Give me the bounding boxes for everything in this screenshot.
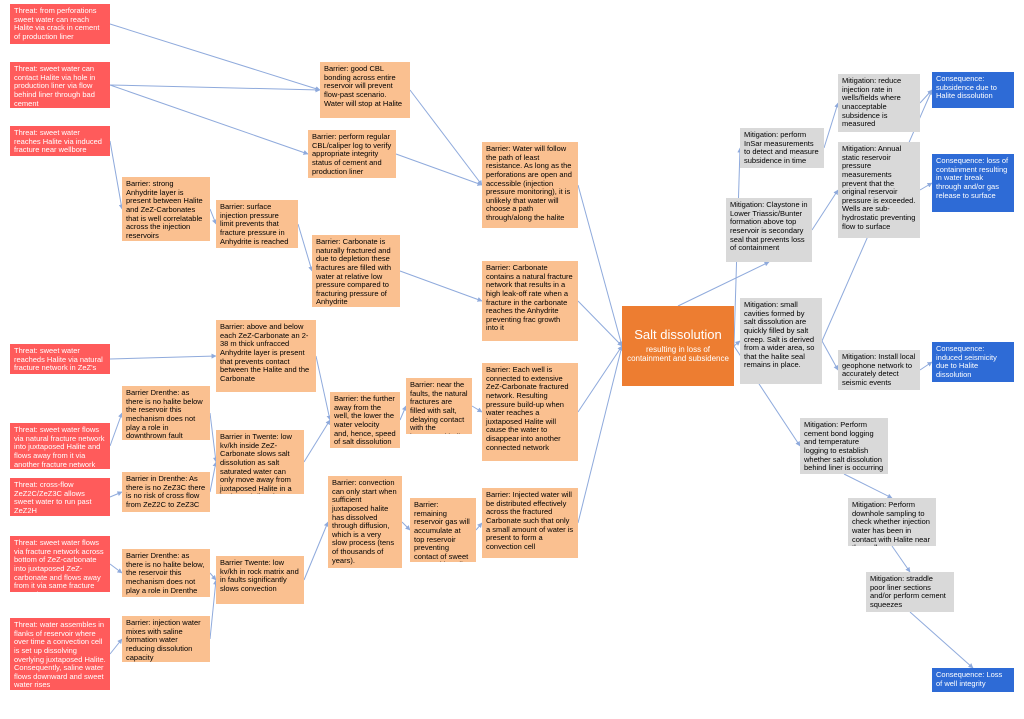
consequence-node: Consequence: induced seismicity due to H… [932, 342, 1014, 382]
barrier-node: Barrier in Drenthe: As there is no ZeZ3C… [122, 472, 210, 512]
edge [578, 185, 622, 346]
edge [316, 356, 330, 420]
edge [110, 356, 216, 359]
threat-node: Threat: sweet water can contact Halite v… [10, 62, 110, 108]
edge [110, 141, 122, 209]
edge [400, 271, 482, 301]
barrier-node: Barrier: perform regular CBL/caliper log… [308, 130, 396, 178]
edge [410, 90, 482, 185]
barrier-node: Barrier: surface injection pressure limi… [216, 200, 298, 248]
barrier-node: Barrier: good CBL bonding across entire … [320, 62, 410, 118]
barrier-node: Barrier: injection water mixes with sali… [122, 616, 210, 662]
edge [920, 362, 932, 370]
edge [110, 85, 320, 90]
threat-node: Threat: sweet water flows via natural fr… [10, 423, 110, 469]
barrier-node: Barrier: Carbonate contains a natural fr… [482, 261, 578, 341]
mitigation-node: Mitigation: Claystone in Lower Triassic/… [726, 198, 812, 262]
barrier-node: Barrier in Twente: low kv/kh inside ZeZ-… [216, 430, 304, 494]
barrier-node: Barrier: Each well is connected to exten… [482, 363, 578, 461]
edge [578, 346, 622, 523]
mitigation-node: Mitigation: Perform downhole sampling to… [848, 498, 936, 546]
edge [920, 90, 932, 103]
edge [472, 406, 482, 412]
barrier-node: Barrier: Water will follow the path of l… [482, 142, 578, 228]
barrier-node: Barrier: remaining reservoir gas will ac… [410, 498, 476, 562]
edge [304, 420, 330, 462]
consequence-node: Consequence: subsidence due to Halite di… [932, 72, 1014, 108]
consequence-node: Consequence: loss of containment resulti… [932, 154, 1014, 212]
mitigation-node: Mitigation: Annual static reservoir pres… [838, 142, 920, 238]
mitigation-node: Mitigation: straddle poor liner sections… [866, 572, 954, 612]
barrier-node: Barrier: Injected water will be distribu… [482, 488, 578, 558]
edge [110, 564, 122, 573]
mitigation-node: Mitigation: reduce injection rate in wel… [838, 74, 920, 132]
edge [402, 522, 410, 530]
edge [578, 346, 622, 412]
barrier-node: Barrier: strong Anhydrite layer is prese… [122, 177, 210, 241]
barrier-node: Barrier: the further away from the well,… [330, 392, 400, 448]
mitigation-node: Mitigation: perform InSar measurements t… [740, 128, 824, 168]
mitigation-node: Mitigation: Install local geophone netwo… [838, 350, 920, 390]
event-node: Salt dissolution resulting in loss of con… [622, 306, 734, 386]
edge [920, 183, 932, 190]
threat-node: Threat: sweet water flows via fracture n… [10, 536, 110, 592]
threat-node: Threat: water assembles in flanks of res… [10, 618, 110, 690]
barrier-node: Barrier Drenthe: as there is no halite b… [122, 386, 210, 440]
barrier-node: Barrier: above and below each ZeZ-Carbon… [216, 320, 316, 392]
edge [844, 474, 892, 498]
barrier-node: Barrier Twente: low kv/kh in rock matrix… [216, 556, 304, 604]
edge [824, 103, 838, 148]
edge [110, 413, 122, 446]
edge [396, 154, 482, 185]
event-subtitle: resulting in loss of containment and sub… [626, 345, 730, 363]
edge [298, 224, 312, 271]
edge [110, 639, 122, 654]
threat-node: Threat: cross-flow ZeZ2C/ZeZ3C allows sw… [10, 478, 110, 516]
edge [892, 546, 910, 572]
edge [822, 341, 838, 370]
threat-node: Threat: sweet water reaches Halite via i… [10, 126, 110, 156]
edge [110, 24, 320, 90]
barrier-node: Barrier Drenthe: as there is no halite b… [122, 549, 210, 597]
barrier-node: Barrier: convection can only start when … [328, 476, 402, 568]
edge [910, 612, 973, 668]
mitigation-node: Mitigation: small cavities formed by sal… [740, 298, 822, 384]
mitigation-node: Mitigation: Perform cement bond logging … [800, 418, 888, 474]
edge [812, 190, 838, 230]
barrier-node: Barrier: near the faults, the natural fr… [406, 378, 472, 434]
edge [110, 85, 308, 154]
consequence-node: Consequence: Loss of well integrity [932, 668, 1014, 692]
threat-node: Threat: sweet water reacheds Halite via … [10, 344, 110, 374]
threat-node: Threat: from perforations sweet water ca… [10, 4, 110, 44]
event-title: Salt dissolution [626, 328, 730, 343]
barrier-node: Barrier: Carbonate is naturally fracture… [312, 235, 400, 307]
edge [304, 522, 328, 580]
edge [110, 492, 122, 497]
bowtie-diagram-canvas: Threat: from perforations sweet water ca… [0, 0, 1024, 719]
